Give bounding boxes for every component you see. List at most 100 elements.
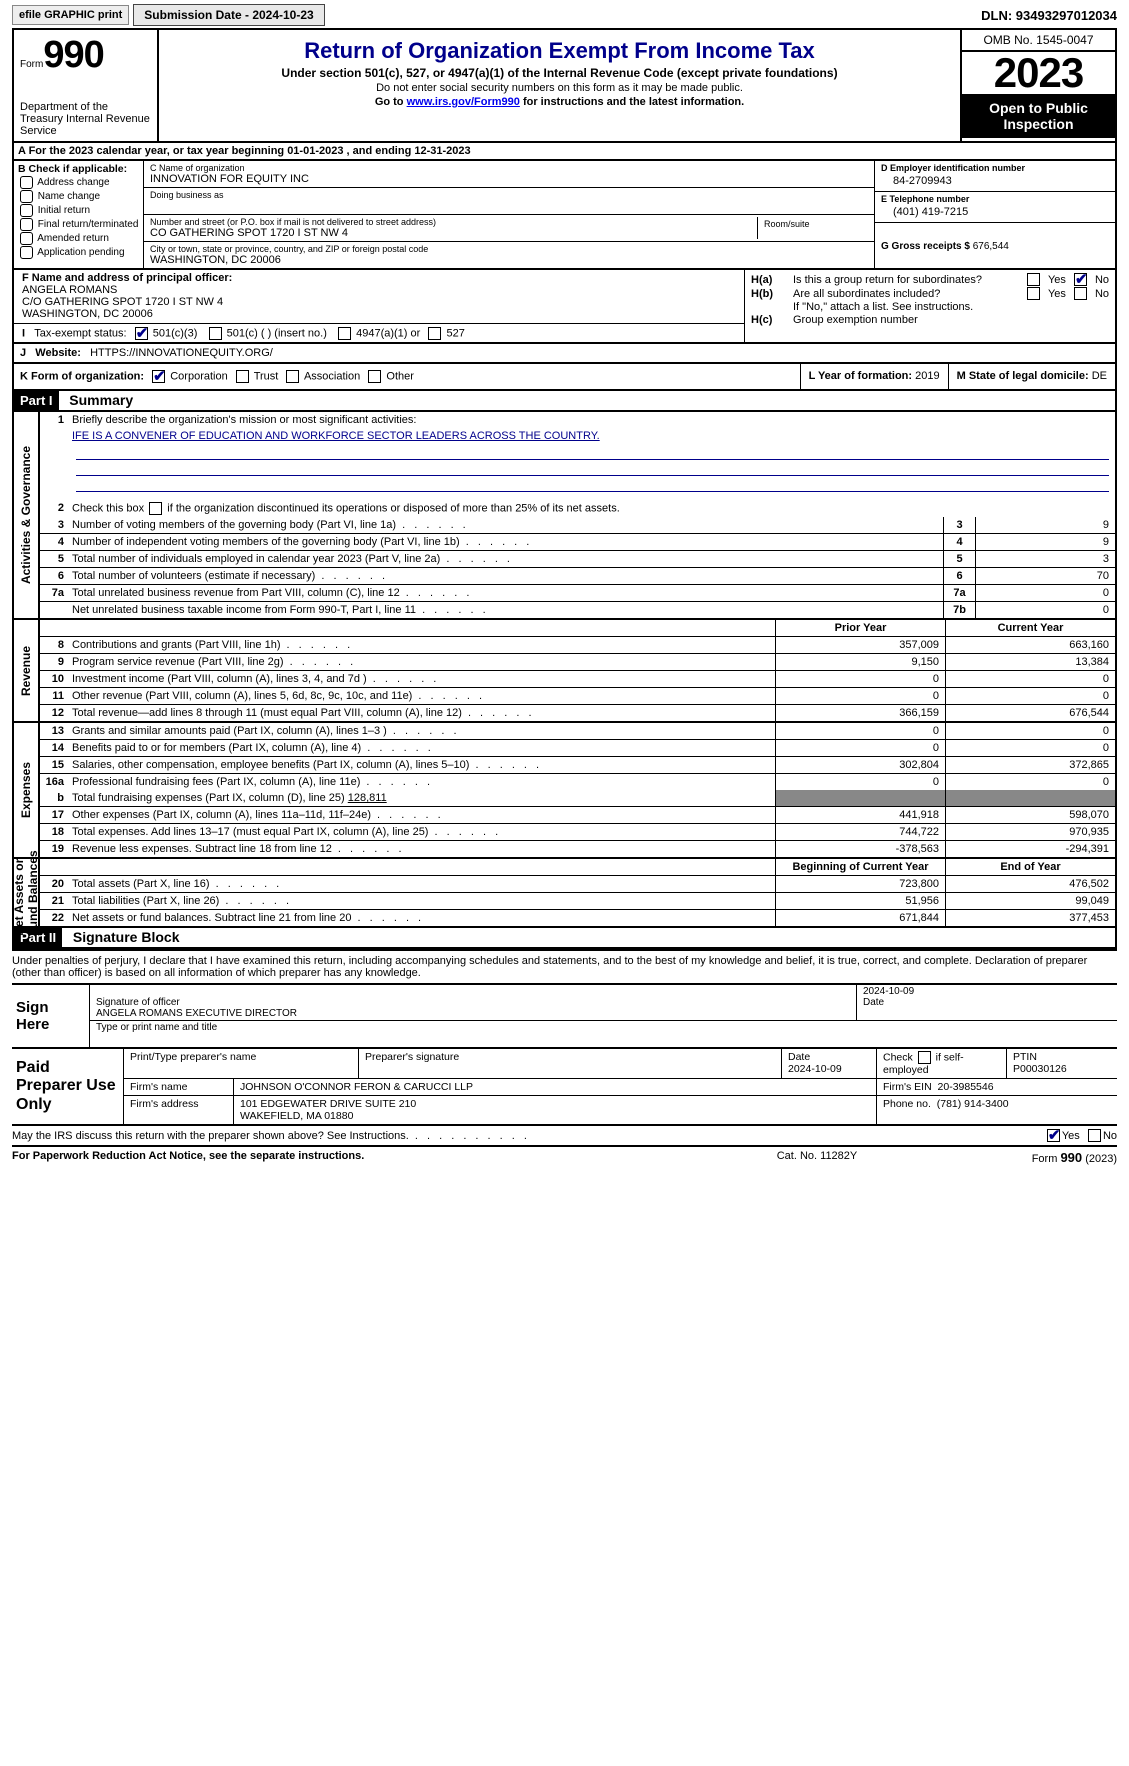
- opt-address[interactable]: Address change: [18, 176, 139, 189]
- website-row: J Website: HTTPS://INNOVATIONEQUITY.ORG/: [14, 344, 1115, 362]
- officer-addr1: C/O GATHERING SPOT 1720 I ST NW 4: [22, 296, 736, 308]
- info-block: B Check if applicable: Address change Na…: [12, 161, 1117, 270]
- form-990-page: efile GRAPHIC print Submission Date - 20…: [0, 0, 1129, 1177]
- submission-date[interactable]: Submission Date - 2024-10-23: [133, 4, 324, 26]
- expenses-section: Expenses 13Grants and similar amounts pa…: [12, 723, 1117, 859]
- cb-527[interactable]: [428, 327, 441, 340]
- dba-row: Doing business as: [144, 188, 874, 215]
- form-title: Return of Organization Exempt From Incom…: [167, 38, 952, 64]
- form-id: Form990: [20, 34, 151, 77]
- table-row: 19Revenue less expenses. Subtract line 1…: [40, 841, 1115, 857]
- table-row: 3Number of voting members of the governi…: [40, 517, 1115, 534]
- ssn-note: Do not enter social security numbers on …: [167, 82, 952, 94]
- table-row: 20Total assets (Part X, line 16)723,8004…: [40, 876, 1115, 893]
- table-row: 18Total expenses. Add lines 13–17 (must …: [40, 824, 1115, 841]
- section-d: D Employer identification number 84-2709…: [875, 161, 1115, 268]
- table-row: 6Total number of volunteers (estimate if…: [40, 568, 1115, 585]
- footer: For Paperwork Reduction Act Notice, see …: [12, 1147, 1117, 1165]
- table-row: 14Benefits paid to or for members (Part …: [40, 740, 1115, 757]
- officer-name: ANGELA ROMANS: [22, 284, 736, 296]
- ha-yes[interactable]: [1027, 273, 1040, 286]
- table-row: 10Investment income (Part VIII, column (…: [40, 671, 1115, 688]
- gross-row: G Gross receipts $ 676,544: [875, 223, 1115, 254]
- blank-line: [76, 444, 1109, 460]
- cb-corp[interactable]: [152, 370, 165, 383]
- table-row: 7aTotal unrelated business revenue from …: [40, 585, 1115, 602]
- org-name: INNOVATION FOR EQUITY INC: [150, 173, 868, 185]
- street-row: Number and street (or P.O. box if mail i…: [144, 215, 874, 242]
- section-f: F Name and address of principal officer:…: [14, 270, 745, 342]
- b-heading: B Check if applicable:: [18, 163, 139, 175]
- opt-amended[interactable]: Amended return: [18, 232, 139, 245]
- vlabel-na: Net Assets orFund Balances: [14, 859, 40, 926]
- topbar: efile GRAPHIC print Submission Date - 20…: [12, 4, 1117, 30]
- ein-row: D Employer identification number 84-2709…: [875, 161, 1115, 192]
- opt-final[interactable]: Final return/terminated: [18, 218, 139, 231]
- form-header: Form990 Department of the Treasury Inter…: [12, 30, 1117, 143]
- cb-self-emp[interactable]: [918, 1051, 931, 1064]
- discuss-yes[interactable]: [1047, 1129, 1060, 1142]
- gross-receipts: 676,544: [973, 241, 1009, 252]
- sign-here-block: Sign Here Signature of officerANGELA ROM…: [12, 983, 1117, 1049]
- cb-501c3[interactable]: [135, 327, 148, 340]
- table-row: 22Net assets or fund balances. Subtract …: [40, 910, 1115, 926]
- subtitle: Under section 501(c), 527, or 4947(a)(1)…: [167, 66, 952, 80]
- opt-name[interactable]: Name change: [18, 190, 139, 203]
- firm-phone: (781) 914-3400: [937, 1098, 1009, 1110]
- opt-pending[interactable]: Application pending: [18, 246, 139, 259]
- part2-bar: Part II Signature Block: [12, 928, 1117, 949]
- hb-no[interactable]: [1074, 287, 1087, 300]
- paid-prep-label: Paid Preparer Use Only: [12, 1049, 124, 1124]
- header-right: OMB No. 1545-0047 2023 Open to Public In…: [960, 30, 1115, 141]
- irs-link[interactable]: www.irs.gov/Form990: [407, 96, 520, 108]
- cb-trust[interactable]: [236, 370, 249, 383]
- cb-discontinued[interactable]: [149, 502, 162, 515]
- part1-title: Summary: [61, 390, 141, 410]
- header-mid: Return of Organization Exempt From Incom…: [159, 30, 960, 141]
- website-url: HTTPS://INNOVATIONEQUITY.ORG/: [90, 347, 273, 359]
- form-ref: Form 990 (2023): [917, 1150, 1117, 1165]
- netassets-section: Net Assets orFund Balances Beginning of …: [12, 859, 1117, 928]
- fh-block: F Name and address of principal officer:…: [12, 270, 1117, 344]
- k-block: K Form of organization: Corporation Trus…: [12, 364, 1117, 391]
- discuss-no[interactable]: [1088, 1129, 1101, 1142]
- sign-here: Sign Here: [12, 985, 90, 1047]
- prep-date: 2024-10-09: [788, 1063, 842, 1075]
- goto-line: Go to www.irs.gov/Form990 for instructio…: [167, 96, 952, 108]
- lm-block: L Year of formation: 2019 M State of leg…: [800, 364, 1115, 389]
- org-name-row: C Name of organization INNOVATION FOR EQ…: [144, 161, 874, 188]
- telephone: (401) 419-7215: [881, 204, 1109, 220]
- city-row: City or town, state or province, country…: [144, 242, 874, 268]
- section-m: M State of legal domicile: DE: [948, 364, 1115, 389]
- vlabel-rev: Revenue: [14, 620, 40, 721]
- cb-assoc[interactable]: [286, 370, 299, 383]
- blank-line: [76, 476, 1109, 492]
- table-row: 13Grants and similar amounts paid (Part …: [40, 723, 1115, 740]
- opt-initial[interactable]: Initial return: [18, 204, 139, 217]
- paperwork-notice: For Paperwork Reduction Act Notice, see …: [12, 1150, 717, 1165]
- vlabel-ag: Activities & Governance: [14, 412, 40, 618]
- firm-ein: 20-3985546: [938, 1081, 994, 1093]
- dept-label: Department of the Treasury Internal Reve…: [20, 101, 151, 137]
- table-row: 9Program service revenue (Part VIII, lin…: [40, 654, 1115, 671]
- section-c: C Name of organization INNOVATION FOR EQ…: [144, 161, 875, 268]
- part1-hdr: Part I: [14, 391, 59, 410]
- city-state-zip: WASHINGTON, DC 20006: [150, 254, 868, 266]
- ein: 84-2709943: [881, 173, 1109, 189]
- cb-501c[interactable]: [209, 327, 222, 340]
- discuss-row: May the IRS discuss this return with the…: [12, 1126, 1117, 1147]
- vlabel-exp: Expenses: [14, 723, 40, 857]
- officer-sig: ANGELA ROMANS EXECUTIVE DIRECTOR: [96, 1008, 297, 1019]
- paid-preparer-block: Paid Preparer Use Only Print/Type prepar…: [12, 1049, 1117, 1126]
- table-row: 17Other expenses (Part IX, column (A), l…: [40, 807, 1115, 824]
- cb-4947[interactable]: [338, 327, 351, 340]
- street-address: CO GATHERING SPOT 1720 I ST NW 4: [150, 227, 757, 239]
- ptin: P00030126: [1013, 1063, 1067, 1075]
- firm-addr: 101 EDGEWATER DRIVE SUITE 210WAKEFIELD, …: [234, 1096, 877, 1124]
- hb-yes[interactable]: [1027, 287, 1040, 300]
- table-row: 21Total liabilities (Part X, line 26)51,…: [40, 893, 1115, 910]
- ha-no[interactable]: [1074, 273, 1087, 286]
- cb-other[interactable]: [368, 370, 381, 383]
- table-row: 5Total number of individuals employed in…: [40, 551, 1115, 568]
- declaration: Under penalties of perjury, I declare th…: [12, 949, 1117, 983]
